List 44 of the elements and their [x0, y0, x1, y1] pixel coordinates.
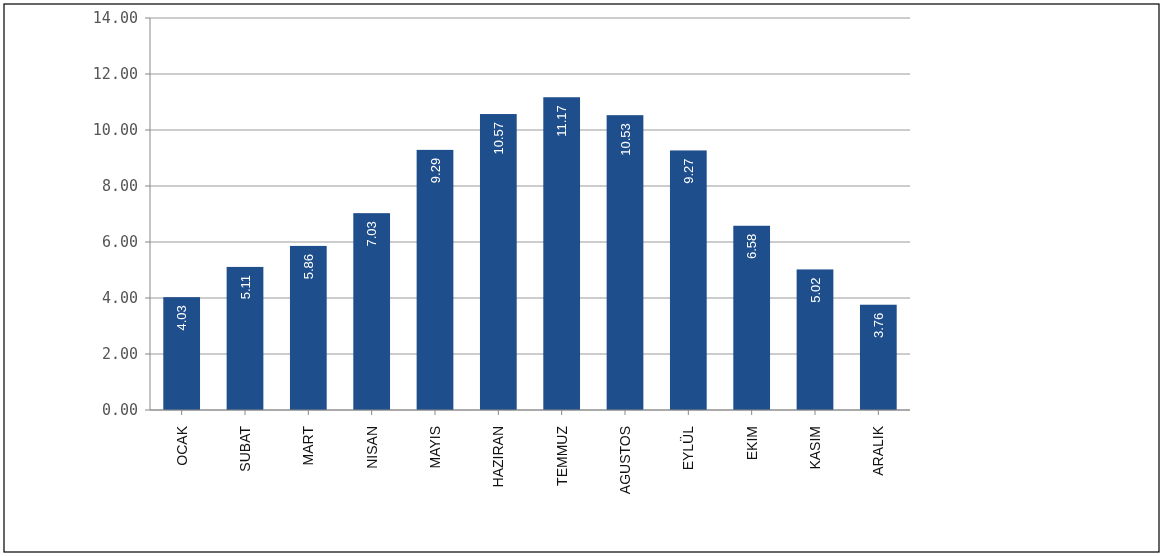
- bar: [353, 213, 391, 410]
- x-tick-label: AGUSTOS: [617, 426, 633, 495]
- y-tick-label: 6.00: [101, 233, 138, 251]
- x-tick-label: KASIM: [807, 426, 823, 470]
- x-tick-label: OCAK: [173, 425, 190, 466]
- bar: [226, 266, 264, 410]
- bar: [796, 269, 834, 410]
- data-label: 9.29: [427, 157, 443, 184]
- data-label: 9.27: [680, 158, 696, 184]
- y-tick-label: 14.00: [92, 9, 138, 27]
- x-tick-label: TEMMUZ: [553, 425, 570, 486]
- bar: [543, 97, 581, 410]
- y-tick-label: 10.00: [92, 121, 138, 139]
- bar: [416, 149, 454, 410]
- data-label: 6.58: [744, 233, 760, 260]
- x-tick-label: EYLÜL: [679, 425, 697, 471]
- data-label: 10.57: [490, 122, 506, 155]
- bar: [733, 225, 771, 410]
- data-label: 5.02: [807, 277, 823, 303]
- bar: [163, 297, 201, 410]
- x-tick-label: NISAN: [363, 426, 380, 469]
- data-label: 10.53: [617, 123, 633, 156]
- data-label: 5.11: [237, 274, 253, 300]
- bar: [669, 150, 707, 410]
- data-label: 11.17: [554, 105, 570, 137]
- bar: [289, 245, 327, 410]
- bar: [479, 114, 517, 410]
- y-tick-label: 0.00: [101, 401, 138, 419]
- y-tick-label: 4.00: [101, 289, 138, 307]
- bar: [859, 304, 897, 410]
- data-label: 5.86: [300, 253, 316, 280]
- data-label: 7.03: [364, 221, 380, 247]
- bar: [606, 115, 644, 410]
- y-tick-label: 8.00: [101, 177, 138, 195]
- y-tick-label: 2.00: [101, 345, 138, 363]
- data-label: 4.03: [174, 305, 190, 331]
- x-tick-label: MAYIS: [427, 426, 443, 469]
- x-tick-label: MART: [300, 425, 317, 466]
- data-label: 3.76: [870, 312, 886, 339]
- x-tick-label: EKIM: [743, 426, 760, 461]
- x-tick-label: HAZIRAN: [490, 426, 507, 488]
- x-tick-label: SUBAT: [237, 425, 253, 472]
- x-tick-label: ARALIK: [870, 425, 887, 476]
- y-tick-label: 12.00: [92, 65, 138, 83]
